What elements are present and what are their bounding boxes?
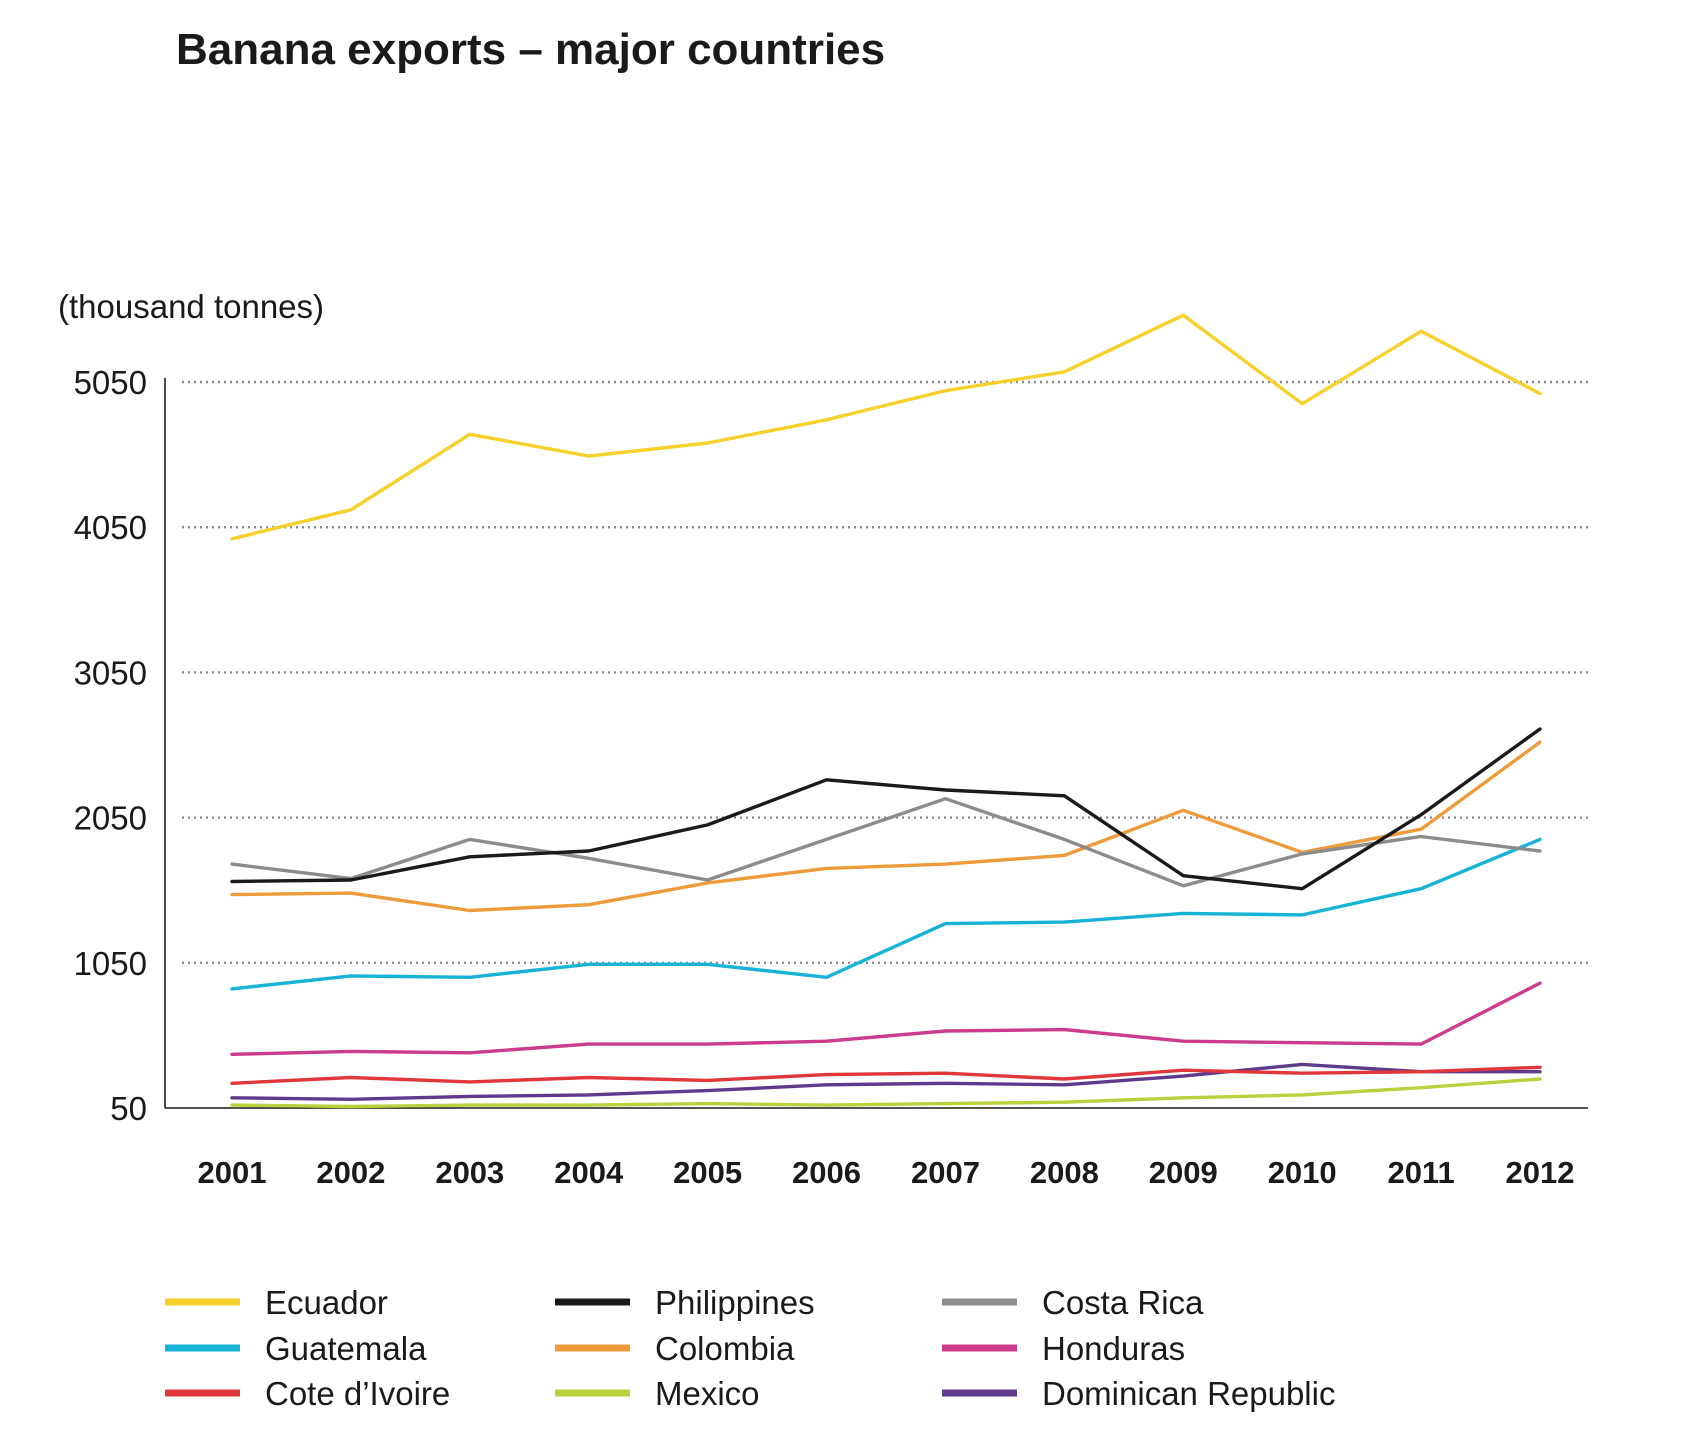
y-tick-label: 1050 xyxy=(74,945,147,982)
x-tick-label: 2006 xyxy=(792,1155,861,1190)
gridlines xyxy=(182,380,1588,964)
y-tick-label: 5050 xyxy=(74,364,147,401)
legend-label-philippines: Philippines xyxy=(655,1284,815,1321)
series-line-costa-rica xyxy=(230,797,1542,888)
legend-label-cote-d-ivoire: Cote d’Ivoire xyxy=(265,1375,450,1412)
series-lines xyxy=(230,313,1542,1109)
legend-label-dominican-republic: Dominican Republic xyxy=(1042,1375,1335,1412)
x-tick-label: 2012 xyxy=(1506,1155,1575,1190)
series-line-cote-d-ivoire xyxy=(230,1065,1542,1086)
series-line-philippines xyxy=(230,727,1542,891)
y-axis-unit-label: (thousand tonnes) xyxy=(58,288,324,325)
x-tick-label: 2005 xyxy=(673,1155,742,1190)
y-tick-label: 2050 xyxy=(74,800,147,837)
x-tick-label: 2003 xyxy=(435,1155,504,1190)
legend-label-colombia: Colombia xyxy=(655,1330,795,1367)
series-line-ecuador xyxy=(230,313,1542,541)
legend-label-costa-rica: Costa Rica xyxy=(1042,1284,1204,1321)
series-line-honduras xyxy=(230,981,1542,1057)
series-line-dominican-republic xyxy=(230,1062,1542,1102)
legend-label-honduras: Honduras xyxy=(1042,1330,1185,1367)
y-tick-label: 3050 xyxy=(74,654,147,691)
x-tick-label: 2010 xyxy=(1268,1155,1337,1190)
chart-title: Banana exports – major countries xyxy=(176,25,885,74)
legend-label-mexico: Mexico xyxy=(655,1375,760,1412)
x-tick-label: 2002 xyxy=(316,1155,385,1190)
y-tick-label: 4050 xyxy=(74,509,147,546)
x-tick-label: 2001 xyxy=(198,1155,267,1190)
legend-label-ecuador: Ecuador xyxy=(265,1284,388,1321)
x-tick-label: 2009 xyxy=(1149,1155,1218,1190)
series-line-guatemala xyxy=(230,837,1542,991)
y-axis-ticks: 50 1050 2050 3050 4050 5050 xyxy=(74,364,147,1127)
x-tick-label: 2011 xyxy=(1387,1155,1454,1190)
x-tick-label: 2007 xyxy=(911,1155,980,1190)
x-axis-ticks: 2001 2002 2003 2004 2005 2006 2007 2008 2009 2010… xyxy=(198,1155,1575,1190)
y-tick-label: 50 xyxy=(110,1090,147,1127)
x-tick-label: 2008 xyxy=(1030,1155,1099,1190)
legend-label-guatemala: Guatemala xyxy=(265,1330,427,1367)
legend: Ecuador Philippines Costa Rica Guatemala Col… xyxy=(165,1284,1335,1412)
series-line-mexico xyxy=(230,1077,1542,1109)
series-line-colombia xyxy=(230,740,1542,913)
x-tick-label: 2004 xyxy=(554,1155,624,1190)
